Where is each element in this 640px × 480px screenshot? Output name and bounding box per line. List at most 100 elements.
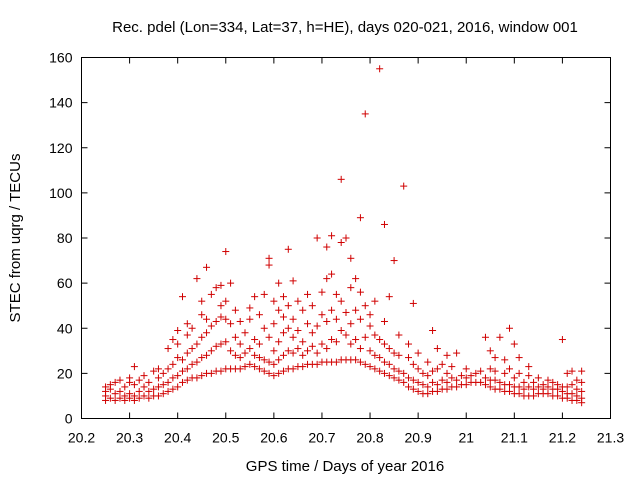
- data-point: [525, 372, 533, 380]
- data-point: [414, 378, 422, 386]
- data-point: [135, 387, 143, 395]
- data-point: [203, 329, 211, 337]
- data-point: [198, 311, 206, 319]
- data-point: [347, 254, 355, 262]
- data-point: [212, 342, 220, 350]
- data-point: [145, 387, 153, 395]
- data-point: [241, 329, 249, 337]
- data-point: [313, 360, 321, 368]
- data-point: [453, 376, 461, 384]
- data-point: [366, 363, 374, 371]
- data-point: [534, 383, 542, 391]
- data-point: [289, 315, 297, 323]
- data-point: [246, 304, 254, 312]
- data-point: [126, 390, 134, 398]
- data-point: [544, 390, 552, 398]
- y-tick-label: 0: [65, 411, 73, 427]
- data-point: [496, 333, 504, 341]
- data-point: [578, 387, 586, 395]
- data-point: [544, 376, 552, 384]
- data-point: [164, 378, 172, 386]
- data-point: [554, 392, 562, 400]
- x-tick-label: 20.5: [212, 430, 239, 446]
- data-point: [217, 340, 225, 348]
- data-point: [515, 369, 523, 377]
- data-point: [486, 383, 494, 391]
- y-axis-label: STEC from uqrg / TECUs: [7, 154, 24, 323]
- y-tick-label: 100: [49, 185, 73, 201]
- data-point: [356, 315, 364, 323]
- data-point: [313, 322, 321, 330]
- data-point: [356, 288, 364, 296]
- data-point: [563, 369, 571, 377]
- data-point: [178, 378, 186, 386]
- data-point: [337, 239, 345, 247]
- data-point: [251, 351, 259, 359]
- x-tick-label: 20.6: [260, 430, 287, 446]
- data-point: [217, 302, 225, 310]
- data-point: [554, 381, 562, 389]
- data-point: [222, 297, 230, 305]
- data-point: [231, 306, 239, 314]
- data-point: [260, 290, 268, 298]
- data-point: [568, 367, 576, 375]
- x-axis-ticks: 20.2 20.3 20.4 20.5 20.6 20.7 20.8 20.9 21 21.1 21…: [68, 57, 624, 446]
- data-point: [424, 390, 432, 398]
- data-point: [352, 306, 360, 314]
- data-point: [477, 378, 485, 386]
- data-point: [289, 349, 297, 357]
- data-point: [405, 383, 413, 391]
- data-point: [510, 374, 518, 382]
- data-point: [539, 381, 547, 389]
- data-point: [337, 175, 345, 183]
- data-point: [352, 275, 360, 283]
- data-point: [251, 363, 259, 371]
- y-tick-label: 140: [49, 95, 73, 111]
- data-point: [433, 345, 441, 353]
- data-point: [270, 297, 278, 305]
- data-point: [255, 365, 263, 373]
- data-point: [405, 374, 413, 382]
- data-point: [568, 381, 576, 389]
- data-point: [304, 290, 312, 298]
- data-point: [241, 349, 249, 357]
- data-point: [275, 306, 283, 314]
- data-point: [486, 365, 494, 373]
- data-point: [145, 378, 153, 386]
- data-point: [409, 360, 417, 368]
- data-point: [294, 345, 302, 353]
- data-point: [323, 243, 331, 251]
- data-point: [150, 385, 158, 393]
- data-point: [289, 277, 297, 285]
- data-point: [356, 214, 364, 222]
- data-point: [304, 320, 312, 328]
- data-point: [506, 381, 514, 389]
- data-point: [356, 358, 364, 366]
- data-point: [222, 248, 230, 256]
- data-point: [265, 254, 273, 262]
- data-point: [342, 308, 350, 316]
- data-point: [385, 360, 393, 368]
- data-point: [193, 275, 201, 283]
- data-point: [140, 392, 148, 400]
- data-point: [467, 372, 475, 380]
- chart-title: Rec. pdel (Lon=334, Lat=37, h=HE), days …: [112, 19, 578, 36]
- data-point: [376, 65, 384, 73]
- data-point: [395, 367, 403, 375]
- data-point: [486, 347, 494, 355]
- data-point: [299, 306, 307, 314]
- data-point: [568, 390, 576, 398]
- data-point: [342, 331, 350, 339]
- data-point: [578, 394, 586, 402]
- data-point: [395, 331, 403, 339]
- data-point: [347, 340, 355, 348]
- data-point: [414, 365, 422, 373]
- data-point: [111, 396, 119, 404]
- data-point: [380, 317, 388, 325]
- data-point: [356, 345, 364, 353]
- data-point: [376, 367, 384, 375]
- data-point: [265, 333, 273, 341]
- data-point: [395, 351, 403, 359]
- data-point: [443, 351, 451, 359]
- data-point: [405, 354, 413, 362]
